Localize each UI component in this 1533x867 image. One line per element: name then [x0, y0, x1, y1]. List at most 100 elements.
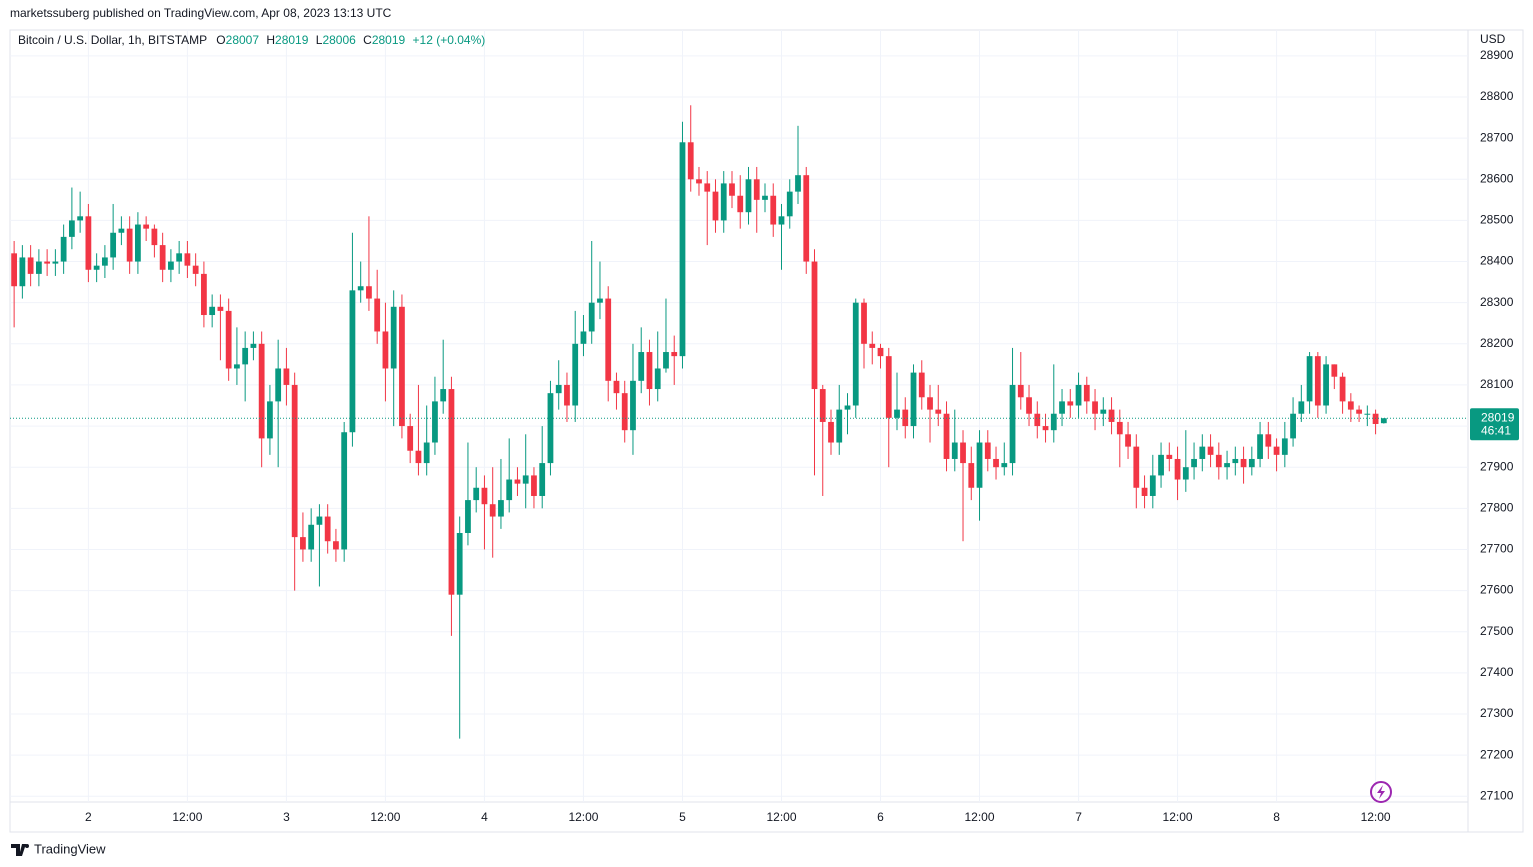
candle-body: [432, 401, 438, 443]
candle-body: [1356, 409, 1362, 414]
x-tick-label: 6: [877, 810, 884, 824]
candle-body: [176, 253, 183, 262]
candle-body: [143, 224, 150, 229]
candle-body: [1083, 384, 1090, 402]
candle-body: [951, 442, 958, 459]
candle-body: [605, 298, 612, 381]
candle-body: [242, 347, 249, 365]
candle-body: [324, 516, 331, 542]
x-tick-label: 12:00: [965, 810, 995, 824]
candle-body: [1075, 384, 1082, 406]
candle-body: [489, 504, 496, 517]
high-value: 28019: [275, 33, 309, 47]
candle-body: [93, 265, 100, 270]
y-tick-label: 28300: [1480, 295, 1514, 309]
candle-body: [27, 257, 34, 274]
candle-body: [902, 409, 909, 427]
candle-body: [1306, 356, 1313, 402]
candle-body: [1281, 438, 1288, 455]
x-tick-label: 12:00: [1361, 810, 1391, 824]
y-tick-label: 27700: [1480, 542, 1514, 556]
y-tick-label: 28800: [1480, 89, 1514, 103]
candle-body: [126, 228, 133, 262]
symbol-legend: Bitcoin / U.S. Dollar, 1h, BITSTAMP O280…: [18, 33, 485, 47]
candle-body: [374, 298, 381, 332]
candle-body: [415, 450, 422, 464]
candles: [11, 105, 1387, 739]
candle-body: [687, 142, 694, 180]
x-tick-label: 7: [1075, 810, 1082, 824]
candle-body: [737, 195, 744, 213]
y-tick-label: 28200: [1480, 336, 1514, 350]
candle-body: [35, 261, 42, 274]
grid: [10, 30, 1468, 802]
axes: 27100 27200 27300 27400 27500 27600 27700 27800…: [10, 48, 1519, 824]
currency: USD: [1480, 32, 1506, 46]
candle-body: [638, 352, 645, 381]
candle-body: [1199, 446, 1206, 459]
candle-body: [1224, 463, 1230, 468]
low-label: L: [316, 33, 323, 47]
candle-body: [1331, 364, 1338, 377]
close-label: C: [363, 33, 372, 47]
candle-body: [811, 261, 818, 390]
brand-logo: [11, 844, 29, 856]
candle-body: [1298, 401, 1305, 414]
y-tick-label: 27900: [1480, 459, 1514, 473]
candle-body: [77, 216, 84, 221]
candle-body: [621, 393, 628, 431]
replay-icon[interactable]: [1370, 781, 1392, 803]
candle-body: [151, 228, 158, 246]
y-tick-label: 27500: [1480, 624, 1514, 638]
candle-body: [1042, 426, 1049, 431]
candle-body: [1009, 384, 1016, 464]
candle-body: [1059, 401, 1065, 414]
candle-body: [753, 179, 760, 200]
candle-body: [1364, 413, 1371, 415]
last-price-tag: [1470, 408, 1519, 441]
candle-body: [1232, 458, 1239, 464]
candle-body: [522, 475, 529, 484]
candle-body: [481, 487, 488, 505]
candle-body: [168, 261, 174, 270]
x-tick-label: 12:00: [370, 810, 400, 824]
candle-body: [1034, 413, 1041, 427]
candle-body: [52, 261, 59, 264]
candle-body: [960, 442, 966, 464]
candle-body: [1207, 446, 1214, 455]
candle-body: [250, 343, 257, 348]
candle-body: [795, 175, 801, 192]
close-value: 28019: [372, 33, 406, 47]
candle-body: [448, 389, 455, 595]
candle-body: [275, 368, 282, 402]
candle-body: [390, 306, 397, 369]
candle-body: [679, 142, 686, 357]
candle-body: [993, 458, 999, 468]
x-tick-label: 8: [1273, 810, 1280, 824]
candle-body: [671, 352, 678, 357]
candle-body: [976, 442, 983, 488]
candle-body: [1240, 458, 1247, 468]
candle-body: [564, 384, 570, 406]
candle-body: [663, 352, 669, 369]
candle-body: [291, 384, 298, 538]
candle-body: [1108, 409, 1115, 422]
candle-body: [1290, 413, 1296, 439]
x-tick-label: 5: [679, 810, 686, 824]
candle-body: [456, 532, 463, 595]
candle-body: [745, 179, 752, 213]
candle-body: [935, 409, 942, 414]
x-tick-label: 4: [481, 810, 488, 824]
x-tick-label: 12:00: [766, 810, 796, 824]
candle-body: [1380, 418, 1387, 424]
candle-body: [646, 352, 653, 390]
candle-body: [580, 331, 587, 344]
candle-body: [984, 442, 991, 459]
candle-body: [60, 236, 67, 262]
candle-body: [910, 372, 917, 427]
countdown: 46:41: [1481, 423, 1511, 437]
candle-body: [877, 347, 884, 357]
candle-body: [1191, 458, 1197, 468]
candle-body: [613, 380, 620, 394]
